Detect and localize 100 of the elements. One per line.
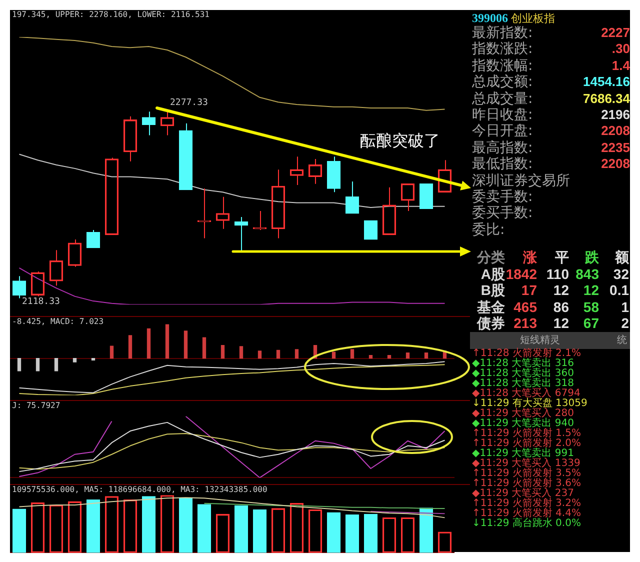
text: ↓11:29 有大买盘 13059 xyxy=(472,398,588,409)
text: 总成交额: xyxy=(472,74,533,90)
text: ◆11:28 大笔卖出 316 xyxy=(472,358,574,369)
text: 深圳证券交易所 xyxy=(472,172,570,189)
data-label: 213 xyxy=(514,315,537,331)
text: 指数涨幅: xyxy=(472,58,533,74)
data-label: 12 xyxy=(583,282,599,298)
data-label: 67 xyxy=(583,315,599,331)
text: 2227 xyxy=(601,25,630,40)
text: 短线精灵 xyxy=(519,334,561,348)
text: 指数涨跌: xyxy=(472,41,533,58)
chart-title: J: 75.7927 xyxy=(12,401,60,411)
bar xyxy=(178,498,193,553)
data-label: 1 xyxy=(621,298,629,314)
data-label: 465 xyxy=(514,298,537,314)
text: ◆11:28 大笔卖出 318 xyxy=(472,378,574,389)
bar xyxy=(12,508,26,553)
bar xyxy=(54,358,58,372)
text: 分类 xyxy=(477,249,505,265)
text: 统 xyxy=(617,334,627,348)
text: 1454.16 xyxy=(583,74,630,90)
text: ◆11:29 大笔买入 280 xyxy=(472,408,574,419)
text: 今日开盘: xyxy=(472,123,533,140)
bar xyxy=(184,330,188,359)
bar xyxy=(110,346,114,359)
text: ↑11:29 火箭发射 4.4% xyxy=(472,508,581,519)
bar xyxy=(128,335,132,359)
bar xyxy=(220,345,225,359)
bar xyxy=(252,509,267,553)
data-label: 12 xyxy=(553,282,569,298)
bar xyxy=(368,355,373,359)
legend-label: 额 xyxy=(615,249,629,265)
bar xyxy=(72,358,77,362)
annotation: 2118.33 xyxy=(22,297,60,307)
category-label: 债券 xyxy=(477,315,505,331)
bar xyxy=(142,496,156,553)
data-label: 12 xyxy=(553,315,569,331)
bar xyxy=(350,349,354,359)
text: 总成交量: xyxy=(472,90,533,107)
bar xyxy=(197,504,212,553)
text: .30 xyxy=(612,41,630,56)
text: ↑11:28 火箭发射 2.1% xyxy=(472,348,581,359)
category-label: A股 xyxy=(480,266,505,282)
text: ↑11:29 火箭发射 2.0% xyxy=(472,438,581,449)
text: 2208 xyxy=(601,123,630,138)
bar xyxy=(345,514,360,553)
text: ◆11:28 大笔买入 6794 xyxy=(472,388,580,399)
bar xyxy=(91,358,96,360)
bar xyxy=(234,505,248,553)
text: 7686.34 xyxy=(583,90,630,106)
text: 委买手数: xyxy=(472,205,533,222)
bar xyxy=(165,324,170,359)
text: ◆11:29 大笔卖出 940 xyxy=(472,418,574,429)
bar xyxy=(258,350,262,359)
text: 最低指数: xyxy=(472,156,533,172)
text: 2196 xyxy=(601,107,630,122)
legend-label: 平 xyxy=(555,249,569,265)
text: ↓11:29 高台跳水 0.0% xyxy=(472,518,581,529)
text: 2277.33 xyxy=(170,98,208,108)
legend-label: 涨 xyxy=(523,249,537,265)
annotation: 酝酿突破了 xyxy=(360,131,440,150)
text: ◆11:29 大笔买入 1339 xyxy=(472,458,580,469)
text: ↑11:29 火箭发射 1.5% xyxy=(472,428,581,439)
text: 最新指数: xyxy=(472,25,533,41)
text: ◆11:28 大笔卖出 360 xyxy=(472,368,574,379)
text: 昨日收盘: xyxy=(472,107,533,123)
data-label: 86 xyxy=(553,298,569,314)
text: 委卖手数: xyxy=(472,189,533,205)
bar xyxy=(276,350,280,359)
bar xyxy=(294,349,299,359)
category-label: 基金 xyxy=(477,298,505,314)
text: 委比: xyxy=(472,222,505,238)
data-label: 32 xyxy=(613,266,629,282)
data-label: 2 xyxy=(621,315,629,331)
text: ↑11:29 火箭发射 3.5% xyxy=(472,468,581,479)
chart-title: 109575536.000, MA5: 118696684.000, MA3: 132343385.000 xyxy=(12,485,268,495)
candlestick xyxy=(142,111,156,136)
bar xyxy=(326,512,341,553)
text: ↑11:29 火箭发射 3.2% xyxy=(472,498,581,509)
text: 创业板指 xyxy=(511,12,555,25)
candlestick xyxy=(178,122,193,190)
bar xyxy=(86,500,100,553)
candlestick xyxy=(326,156,341,193)
chart-title: 197.345, UPPER: 2278.160, LOWER: 2116.531 xyxy=(12,10,210,20)
bar xyxy=(406,352,410,359)
chart-title: -8.425, MACD: 7.023 xyxy=(12,317,104,327)
text: 2208 xyxy=(601,156,630,172)
bar xyxy=(36,358,40,372)
bar xyxy=(239,346,244,359)
bar xyxy=(146,328,151,359)
bar xyxy=(17,358,22,372)
data-label: 1842 xyxy=(506,266,537,282)
text: ↑11:29 火箭发射 3.6% xyxy=(472,478,581,489)
legend-label: 跌 xyxy=(585,249,599,265)
data-label: 843 xyxy=(576,266,599,282)
category-label: B股 xyxy=(480,282,505,298)
text: 399006 xyxy=(472,11,508,25)
data-label: 110 xyxy=(546,266,569,282)
text: 2235 xyxy=(601,140,630,155)
data-label: 58 xyxy=(583,298,599,314)
